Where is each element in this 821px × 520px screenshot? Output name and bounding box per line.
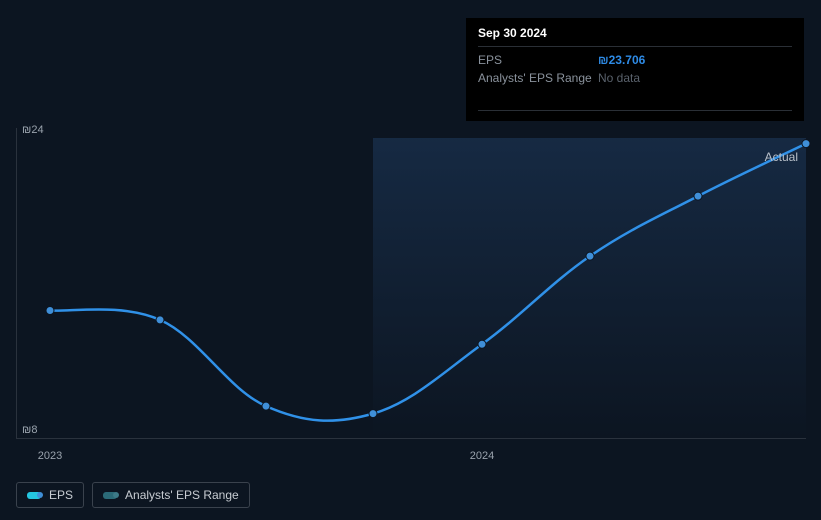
chart-legend: EPS Analysts' EPS Range	[16, 482, 250, 508]
tooltip-row-value: ₪23.706	[598, 53, 645, 67]
legend-label: EPS	[49, 488, 73, 502]
tooltip-row-value: No data	[598, 71, 640, 85]
tooltip-row: Analysts' EPS RangeNo data	[478, 69, 792, 87]
legend-swatch-icon	[103, 492, 117, 499]
eps-point[interactable]	[156, 316, 164, 324]
eps-point[interactable]	[46, 307, 54, 315]
x-axis-line	[16, 438, 806, 439]
tooltip-title: Sep 30 2024	[478, 26, 792, 47]
tooltip-divider	[478, 110, 792, 111]
eps-point[interactable]	[586, 252, 594, 260]
tooltip-row: EPS₪23.706	[478, 51, 792, 69]
eps-point[interactable]	[694, 192, 702, 200]
legend-item[interactable]: EPS	[16, 482, 84, 508]
actual-label: Actual	[765, 150, 798, 164]
chart-tooltip: Sep 30 2024 EPS₪23.706Analysts' EPS Rang…	[466, 18, 804, 121]
chart-svg	[16, 138, 806, 438]
tooltip-row-label: EPS	[478, 53, 598, 67]
eps-point[interactable]	[802, 140, 810, 148]
eps-point[interactable]	[369, 410, 377, 418]
legend-swatch-icon	[27, 492, 41, 499]
eps-line	[50, 144, 806, 421]
eps-point[interactable]	[262, 402, 270, 410]
tooltip-row-label: Analysts' EPS Range	[478, 71, 598, 85]
eps-point[interactable]	[478, 340, 486, 348]
legend-item[interactable]: Analysts' EPS Range	[92, 482, 250, 508]
legend-label: Analysts' EPS Range	[125, 488, 239, 502]
x-axis-label: 2023	[38, 450, 62, 462]
eps-chart: ₪24₪8 Actual 20232024	[16, 138, 806, 438]
y-axis-label: ₪24	[22, 124, 44, 136]
x-axis-label: 2024	[470, 450, 494, 462]
